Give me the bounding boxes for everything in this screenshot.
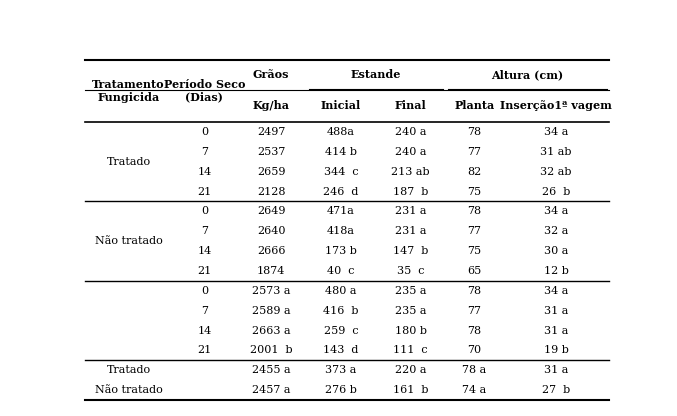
Text: 259  c: 259 c: [324, 326, 358, 336]
Text: 21: 21: [197, 186, 211, 196]
Text: 70: 70: [467, 345, 481, 355]
Text: 344  c: 344 c: [324, 167, 358, 177]
Text: 418a: 418a: [327, 226, 355, 236]
Text: 231 a: 231 a: [395, 226, 427, 236]
Text: 147  b: 147 b: [393, 246, 429, 256]
Text: Estande: Estande: [351, 69, 401, 80]
Text: 2640: 2640: [257, 226, 286, 236]
Text: 34 a: 34 a: [544, 286, 569, 296]
Text: 2537: 2537: [257, 147, 285, 157]
Text: 26  b: 26 b: [542, 186, 571, 196]
Text: 2589 a: 2589 a: [252, 306, 290, 316]
Text: 21: 21: [197, 266, 211, 276]
Text: Kg/ha: Kg/ha: [253, 101, 290, 111]
Text: 0: 0: [201, 127, 208, 137]
Text: 77: 77: [467, 306, 481, 316]
Text: Grãos: Grãos: [253, 69, 289, 80]
Text: 0: 0: [201, 206, 208, 216]
Text: 14: 14: [197, 326, 211, 336]
Text: 75: 75: [467, 246, 481, 256]
Text: 2497: 2497: [257, 127, 285, 137]
Text: 34 a: 34 a: [544, 127, 569, 137]
Text: 111  c: 111 c: [393, 345, 428, 355]
Text: 2649: 2649: [257, 206, 286, 216]
Text: 35  c: 35 c: [397, 266, 424, 276]
Text: Planta: Planta: [454, 101, 494, 111]
Text: 2659: 2659: [257, 167, 286, 177]
Text: 180 b: 180 b: [395, 326, 427, 336]
Text: 34 a: 34 a: [544, 206, 569, 216]
Text: 78: 78: [467, 286, 481, 296]
Text: 74 a: 74 a: [462, 385, 487, 395]
Text: 471a: 471a: [327, 206, 355, 216]
Text: Tratado: Tratado: [106, 157, 151, 167]
Text: 32 a: 32 a: [544, 226, 569, 236]
Text: 1874: 1874: [257, 266, 285, 276]
Text: 32 ab: 32 ab: [540, 167, 572, 177]
Text: 78: 78: [467, 206, 481, 216]
Text: 40  c: 40 c: [327, 266, 355, 276]
Text: 220 a: 220 a: [395, 365, 427, 375]
Text: 240 a: 240 a: [395, 127, 427, 137]
Text: 2663 a: 2663 a: [252, 326, 290, 336]
Text: 246  d: 246 d: [323, 186, 359, 196]
Text: 78: 78: [467, 127, 481, 137]
Text: 480 a: 480 a: [325, 286, 357, 296]
Text: 161  b: 161 b: [393, 385, 429, 395]
Text: 31 a: 31 a: [544, 365, 569, 375]
Text: 2457 a: 2457 a: [252, 385, 290, 395]
Text: 213 ab: 213 ab: [391, 167, 430, 177]
Text: 65: 65: [467, 266, 481, 276]
Text: Tratado: Tratado: [106, 365, 151, 375]
Text: 78 a: 78 a: [462, 365, 487, 375]
Text: 240 a: 240 a: [395, 147, 427, 157]
Text: 2573 a: 2573 a: [252, 286, 290, 296]
Text: Período Seco
(Dias): Período Seco (Dias): [164, 79, 245, 103]
Text: 143  d: 143 d: [323, 345, 359, 355]
Text: Não tratado: Não tratado: [95, 236, 162, 246]
Text: Final: Final: [395, 101, 427, 111]
Text: 21: 21: [197, 345, 211, 355]
Text: Inicial: Inicial: [321, 101, 361, 111]
Text: 7: 7: [201, 226, 208, 236]
Text: 235 a: 235 a: [395, 306, 427, 316]
Text: 414 b: 414 b: [325, 147, 357, 157]
Text: 31 a: 31 a: [544, 326, 569, 336]
Text: 231 a: 231 a: [395, 206, 427, 216]
Text: 31 a: 31 a: [544, 306, 569, 316]
Text: Altura (cm): Altura (cm): [492, 69, 563, 80]
Text: Inserção1ª vagem: Inserção1ª vagem: [500, 101, 612, 111]
Text: 78: 78: [467, 326, 481, 336]
Text: Tratamento
Fungicida: Tratamento Fungicida: [92, 79, 165, 103]
Text: 82: 82: [467, 167, 481, 177]
Text: 2001  b: 2001 b: [250, 345, 292, 355]
Text: 19 b: 19 b: [544, 345, 569, 355]
Text: 2666: 2666: [257, 246, 286, 256]
Text: 187  b: 187 b: [393, 186, 429, 196]
Text: 0: 0: [201, 286, 208, 296]
Text: 30 a: 30 a: [544, 246, 569, 256]
Text: 12 b: 12 b: [544, 266, 569, 276]
Text: 27  b: 27 b: [542, 385, 570, 395]
Text: 14: 14: [197, 246, 211, 256]
Text: 2128: 2128: [257, 186, 286, 196]
Text: 173 b: 173 b: [325, 246, 357, 256]
Text: 77: 77: [467, 226, 481, 236]
Text: 7: 7: [201, 147, 208, 157]
Text: 75: 75: [467, 186, 481, 196]
Text: Não tratado: Não tratado: [95, 385, 162, 395]
Text: 276 b: 276 b: [325, 385, 357, 395]
Text: 7: 7: [201, 306, 208, 316]
Text: 14: 14: [197, 167, 211, 177]
Text: 373 a: 373 a: [325, 365, 357, 375]
Text: 416  b: 416 b: [323, 306, 359, 316]
Text: 235 a: 235 a: [395, 286, 427, 296]
Text: 77: 77: [467, 147, 481, 157]
Text: 31 ab: 31 ab: [540, 147, 572, 157]
Text: 488a: 488a: [327, 127, 355, 137]
Text: 2455 a: 2455 a: [252, 365, 290, 375]
